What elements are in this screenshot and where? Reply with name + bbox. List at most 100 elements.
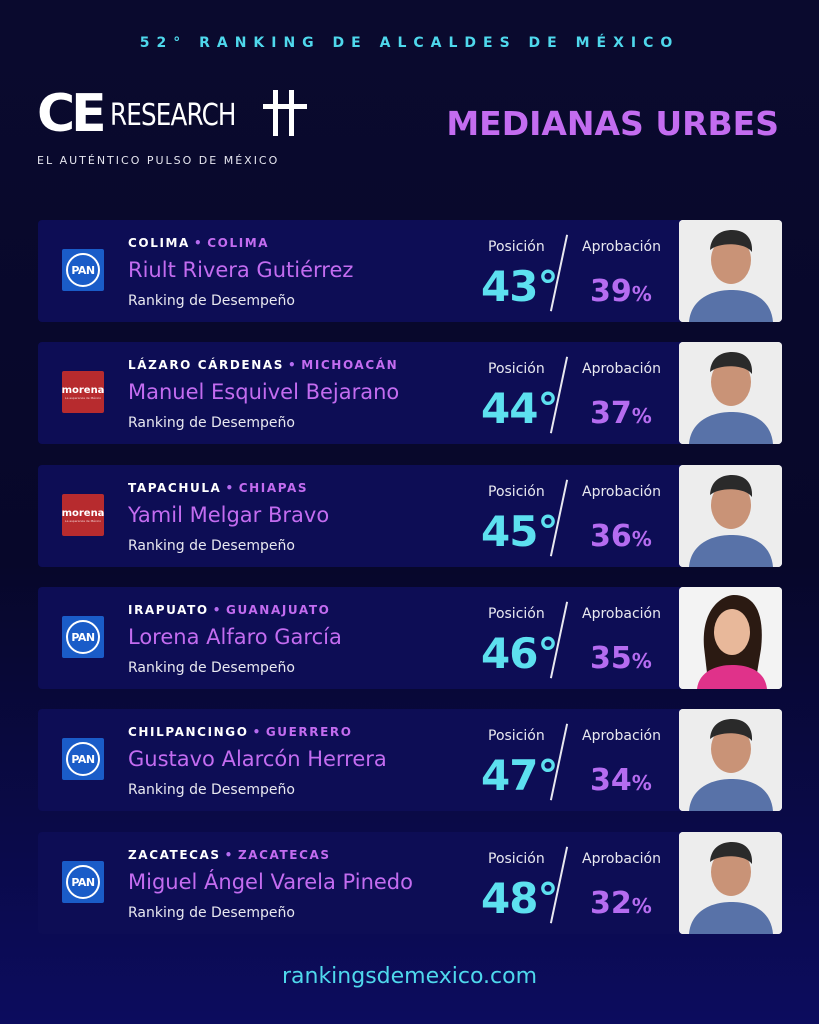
approval-label: Aprobación	[582, 851, 661, 867]
approval-value: 39%	[590, 274, 652, 309]
approval-number: 35	[590, 641, 632, 676]
state-name: MICHOACÁN	[301, 358, 399, 372]
percent-sign: %	[631, 649, 652, 673]
ranking-subtitle: Ranking de Desempeño	[128, 538, 295, 554]
mayor-card: morena La esperanza de México TAPACHULA • CH…	[38, 465, 782, 567]
pan-logo-text: PAN	[71, 875, 95, 889]
position-value: 47°	[481, 751, 558, 800]
separator-dot: •	[288, 358, 298, 372]
ranking-subtitle: Ranking de Desempeño	[128, 905, 295, 921]
morena-logo-subtext: La esperanza de México	[64, 395, 102, 400]
position-value: 43°	[481, 262, 558, 311]
mayor-name: Miguel Ángel Varela Pinedo	[128, 870, 413, 894]
state-name: ZACATECAS	[237, 848, 331, 862]
ranking-subtitle: Ranking de Desempeño	[128, 293, 295, 309]
position-value: 46°	[481, 629, 558, 678]
man-portrait-icon	[679, 465, 782, 567]
logo-tagline: EL AUTÉNTICO PULSO DE MÉXICO	[37, 154, 280, 167]
city-name: ZACATECAS	[128, 848, 221, 862]
ranking-subtitle: Ranking de Desempeño	[128, 415, 295, 431]
approval-value: 32%	[590, 886, 652, 921]
position-value: 45°	[481, 507, 558, 556]
city-state: COLIMA • COLIMA	[128, 236, 269, 250]
state-name: GUANAJUATO	[226, 603, 331, 617]
hash-icon	[263, 90, 307, 136]
ce-research-logo: CE RESEARCH EL AUTÉNTICO PULSO DE MÉXICO	[37, 82, 307, 172]
ranking-subtitle: Ranking de Desempeño	[128, 782, 295, 798]
woman-portrait-icon	[679, 587, 782, 689]
position-value: 44°	[481, 384, 558, 433]
man-portrait-icon	[679, 709, 782, 811]
morena-logo-text: morena	[61, 507, 105, 519]
city-state: ZACATECAS • ZACATECAS	[128, 848, 331, 862]
percent-sign: %	[631, 404, 652, 428]
pan-logo-text: PAN	[71, 752, 95, 766]
separator-dot: •	[212, 603, 222, 617]
approval-number: 32	[590, 886, 632, 921]
separator-dot: •	[225, 481, 235, 495]
mayor-photo	[679, 342, 782, 444]
position-label: Posición	[488, 606, 545, 622]
mayor-name: Gustavo Alarcón Herrera	[128, 747, 387, 771]
pan-logo-ring: PAN	[66, 620, 100, 654]
separator-dot: •	[252, 725, 262, 739]
pan-logo-ring: PAN	[66, 742, 100, 776]
approval-label: Aprobación	[582, 606, 661, 622]
mayor-card: morena La esperanza de México LÁZARO CÁRDE…	[38, 342, 782, 444]
approval-number: 39	[590, 274, 632, 309]
position-value: 48°	[481, 874, 558, 923]
party-logo-morena: morena La esperanza de México	[62, 494, 104, 536]
mayor-card: PAN IRAPUATO • GUANAJUATO Lorena Alfaro Garc…	[38, 587, 782, 689]
party-logo-pan: PAN	[62, 738, 104, 780]
approval-number: 37	[590, 396, 632, 431]
man-portrait-icon	[679, 832, 782, 934]
approval-number: 36	[590, 519, 632, 554]
party-logo-pan: PAN	[62, 616, 104, 658]
approval-value: 35%	[590, 641, 652, 676]
percent-sign: %	[631, 771, 652, 795]
mayor-card: PAN ZACATECAS • ZACATECAS Miguel Ángel Varel…	[38, 832, 782, 934]
mayor-photo	[679, 465, 782, 567]
percent-sign: %	[631, 527, 652, 551]
pan-logo-ring: PAN	[66, 865, 100, 899]
morena-logo-subtext: La esperanza de México	[64, 518, 102, 523]
pan-logo-ring: PAN	[66, 253, 100, 287]
man-portrait-icon	[679, 220, 782, 322]
mayor-card: PAN CHILPANCINGO • GUERRERO Gustavo Alarcón …	[38, 709, 782, 811]
mayor-photo	[679, 220, 782, 322]
percent-sign: %	[631, 282, 652, 306]
category-title: MEDIANAS URBES	[446, 104, 779, 143]
approval-label: Aprobación	[582, 361, 661, 377]
mayor-name: Yamil Melgar Bravo	[128, 503, 330, 527]
approval-value: 36%	[590, 519, 652, 554]
city-name: LÁZARO CÁRDENAS	[128, 358, 285, 372]
city-state: TAPACHULA • CHIAPAS	[128, 481, 308, 495]
party-logo-pan: PAN	[62, 861, 104, 903]
footer-url[interactable]: rankingsdemexico.com	[281, 964, 538, 989]
city-state: LÁZARO CÁRDENAS • MICHOACÁN	[128, 358, 398, 372]
state-name: GUERRERO	[265, 725, 353, 739]
position-label: Posición	[488, 851, 545, 867]
logo-research-text: RESEARCH	[110, 98, 236, 133]
mayor-photo	[679, 832, 782, 934]
state-name: COLIMA	[207, 236, 270, 250]
separator-dot: •	[224, 848, 234, 862]
position-label: Posición	[488, 484, 545, 500]
city-name: IRAPUATO	[128, 603, 209, 617]
position-label: Posición	[488, 239, 545, 255]
edition-title: 52° RANKING DE ALCALDES DE MÉXICO	[139, 35, 680, 51]
mayor-photo	[679, 587, 782, 689]
approval-value: 37%	[590, 396, 652, 431]
ranking-subtitle: Ranking de Desempeño	[128, 660, 295, 676]
position-label: Posición	[488, 728, 545, 744]
separator-dot: •	[193, 236, 204, 250]
mayor-name: Lorena Alfaro García	[128, 625, 342, 649]
mayor-photo	[679, 709, 782, 811]
pan-logo-text: PAN	[71, 263, 95, 277]
approval-number: 34	[590, 763, 632, 798]
approval-value: 34%	[590, 763, 652, 798]
logo-ce-text: CE	[37, 84, 107, 144]
mayor-name: Manuel Esquivel Bejarano	[128, 380, 400, 404]
city-state: CHILPANCINGO • GUERRERO	[128, 725, 353, 739]
city-name: COLIMA	[128, 236, 190, 250]
